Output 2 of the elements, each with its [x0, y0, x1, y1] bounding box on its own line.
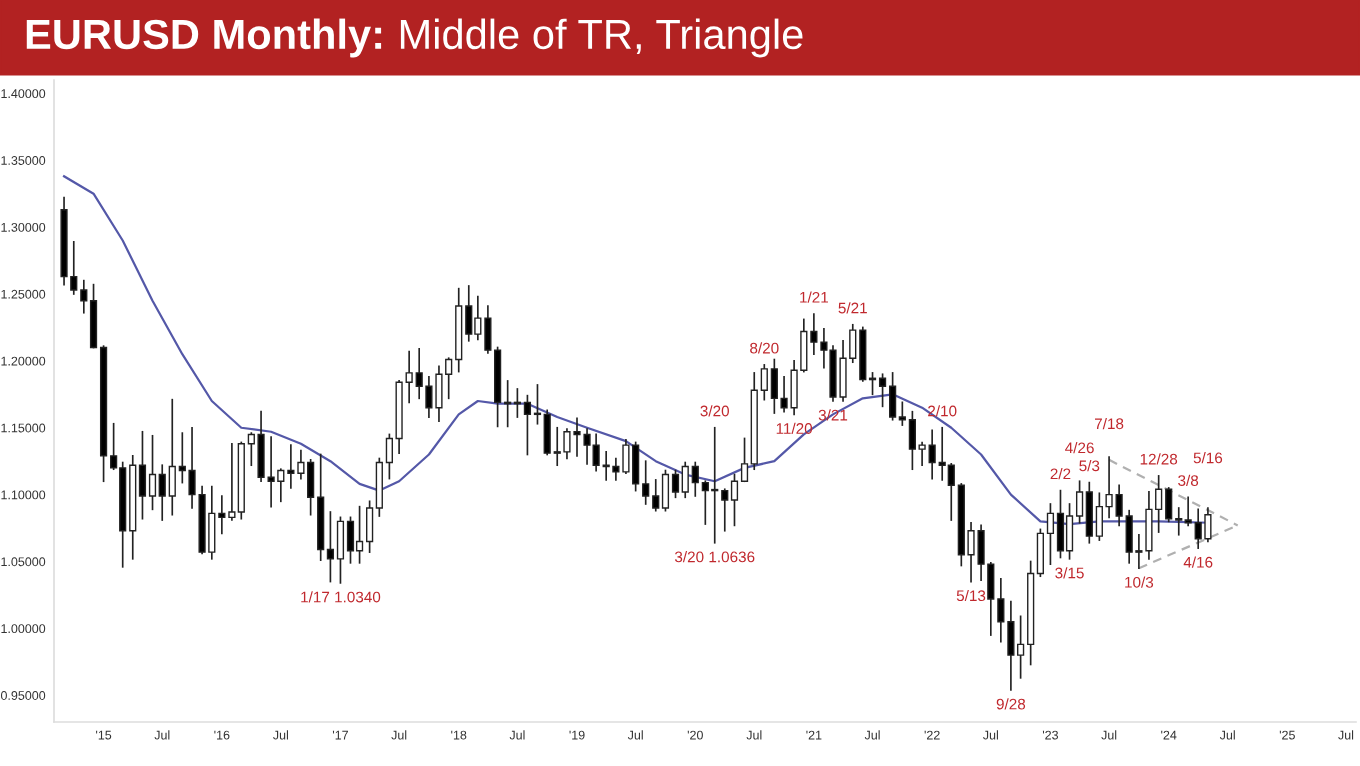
chart-title: EURUSD Monthly: [26, 18, 382, 58]
chart-subtitle: Middle of TR, Triangle [400, 18, 803, 58]
